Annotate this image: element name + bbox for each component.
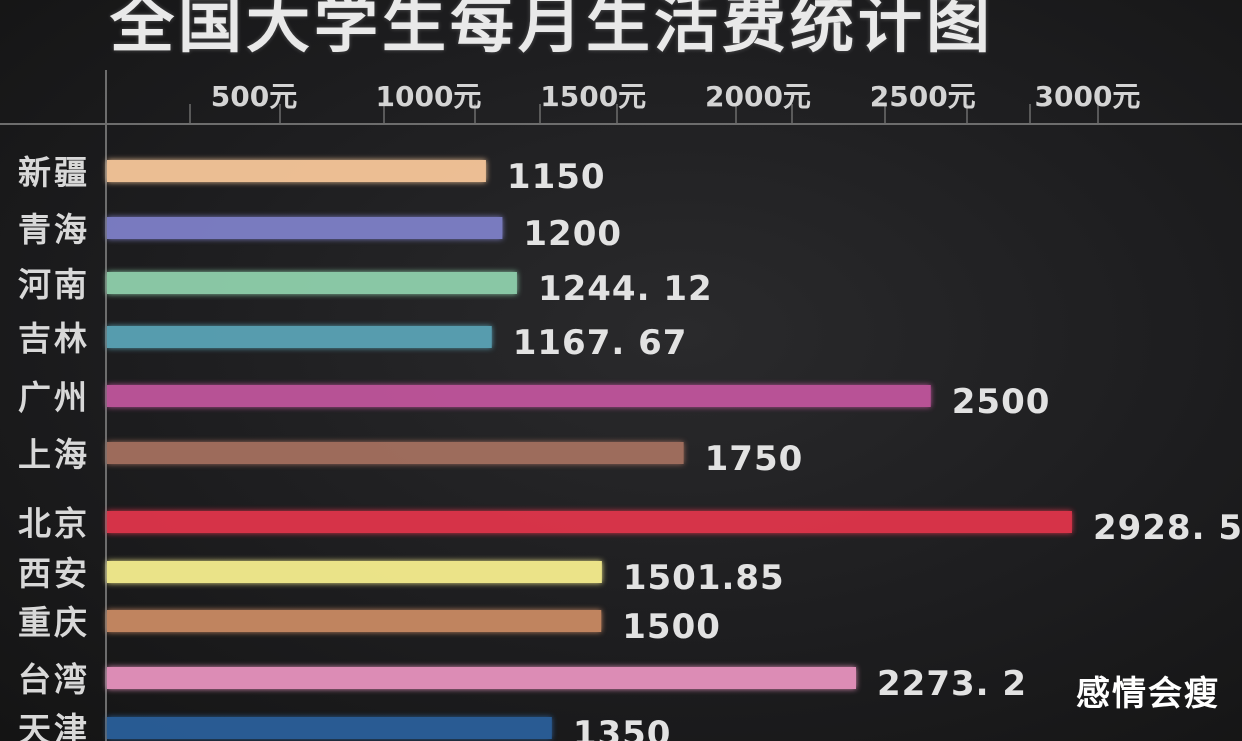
data-label: 1500 bbox=[622, 607, 721, 647]
bar bbox=[107, 561, 602, 583]
category-label: 新疆 bbox=[18, 153, 90, 192]
x-tick-label: 3000元 bbox=[1035, 80, 1141, 113]
watermark: 感情会瘦 bbox=[1076, 674, 1220, 714]
x-tick-label: 2000元 bbox=[705, 80, 811, 113]
bar bbox=[107, 326, 492, 348]
data-label: 1150 bbox=[507, 157, 606, 197]
category-label: 广州 bbox=[18, 378, 90, 417]
data-label: 1750 bbox=[705, 439, 804, 479]
data-label: 2928. 5 bbox=[1093, 508, 1242, 548]
data-label: 1350 bbox=[573, 714, 672, 741]
bar bbox=[107, 667, 857, 689]
category-label: 台湾 bbox=[18, 660, 90, 699]
bar bbox=[107, 217, 503, 239]
data-label: 2500 bbox=[952, 382, 1051, 422]
bar bbox=[107, 385, 931, 407]
bar bbox=[107, 610, 602, 632]
data-label: 1244. 12 bbox=[538, 269, 713, 309]
bar bbox=[107, 272, 517, 294]
category-label: 河南 bbox=[18, 265, 90, 304]
bar bbox=[107, 717, 552, 739]
data-label: 2273. 2 bbox=[877, 664, 1027, 704]
bar bbox=[107, 160, 486, 182]
data-label: 1501.85 bbox=[623, 558, 785, 598]
data-label: 1200 bbox=[523, 214, 622, 254]
bar bbox=[107, 511, 1072, 533]
category-label: 西安 bbox=[18, 554, 90, 593]
bar bbox=[107, 442, 684, 464]
x-tick-label: 500元 bbox=[211, 80, 297, 113]
x-tick-label: 1500元 bbox=[540, 80, 646, 113]
category-label: 青海 bbox=[18, 210, 90, 249]
x-tick-label: 1000元 bbox=[376, 80, 482, 113]
category-label: 吉林 bbox=[18, 319, 90, 358]
category-label: 天津 bbox=[18, 710, 90, 741]
category-label: 北京 bbox=[18, 504, 90, 543]
category-label: 重庆 bbox=[18, 603, 90, 642]
x-tick-label: 2500元 bbox=[870, 80, 976, 113]
category-label: 上海 bbox=[18, 435, 90, 474]
data-label: 1167. 67 bbox=[513, 323, 688, 363]
chart-title: 全国大学生每月生活费统计图 bbox=[110, 0, 994, 62]
